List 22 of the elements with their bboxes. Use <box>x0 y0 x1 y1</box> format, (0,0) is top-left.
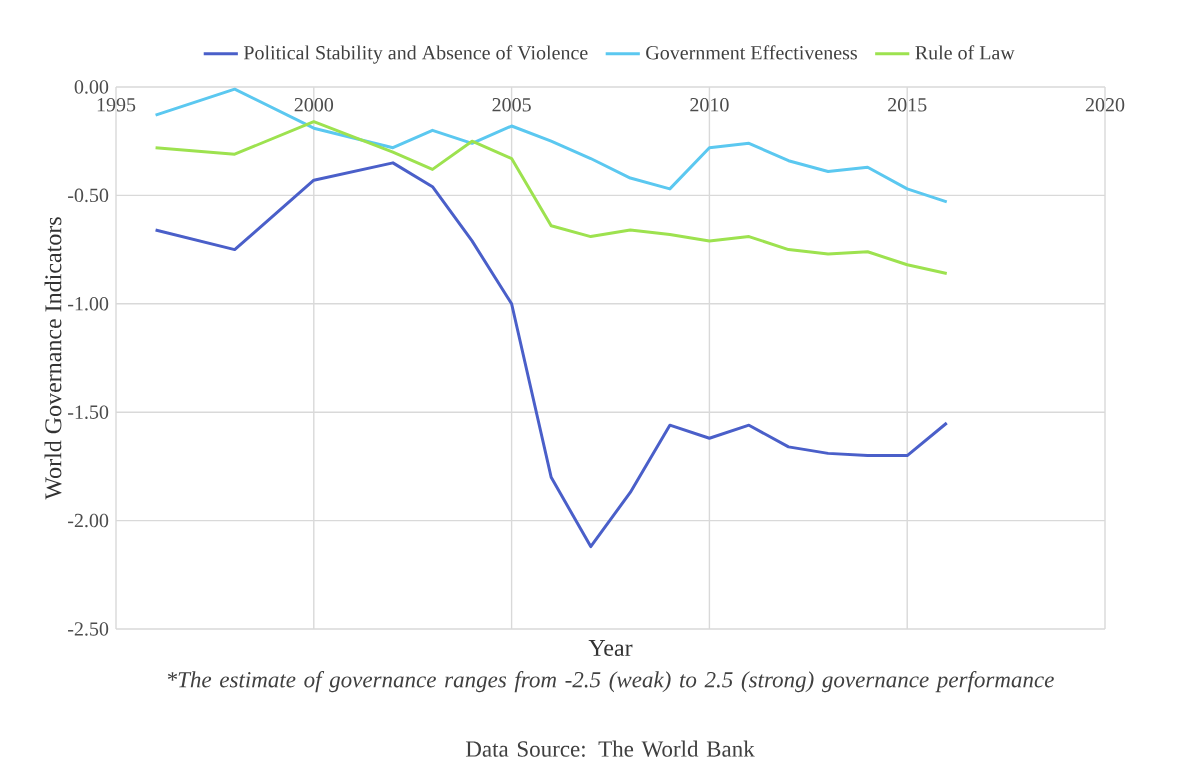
y-tick-label: -0.50 <box>68 188 109 203</box>
x-tick-label: 2020 <box>1085 98 1125 112</box>
x-tick-label: 2000 <box>294 98 334 112</box>
legend-label: Rule of Law <box>915 45 1015 60</box>
y-tick-label: -2.50 <box>68 622 109 636</box>
source-note: Data Source: The World Bank <box>465 740 755 757</box>
text: *The estimate of governance ranges from -2.5 (weak) to 2.5 (strong) governance performance <box>167 671 1054 693</box>
y-tick-label: -1.00 <box>68 296 109 311</box>
y-tick-label: 0.00 <box>74 80 109 94</box>
line-series <box>154 120 949 275</box>
x-tick-label: 2015 <box>888 98 927 112</box>
line-series <box>154 87 949 204</box>
legend-label: Government Effectiveness <box>646 45 857 60</box>
x-tick-label: 1995 <box>97 98 136 112</box>
x-axis-title: Year <box>588 640 633 656</box>
line-series <box>154 161 949 549</box>
y-tick-label: -2.00 <box>68 513 109 528</box>
legend-label: Political Stability and Absence of Violence <box>243 45 588 64</box>
x-tick-label: 2010 <box>690 98 729 112</box>
x-tick-label: 2005 <box>492 98 531 112</box>
y-tick-label: -1.50 <box>68 405 109 419</box>
y-axis-title: World Governance Indicators <box>44 217 62 500</box>
